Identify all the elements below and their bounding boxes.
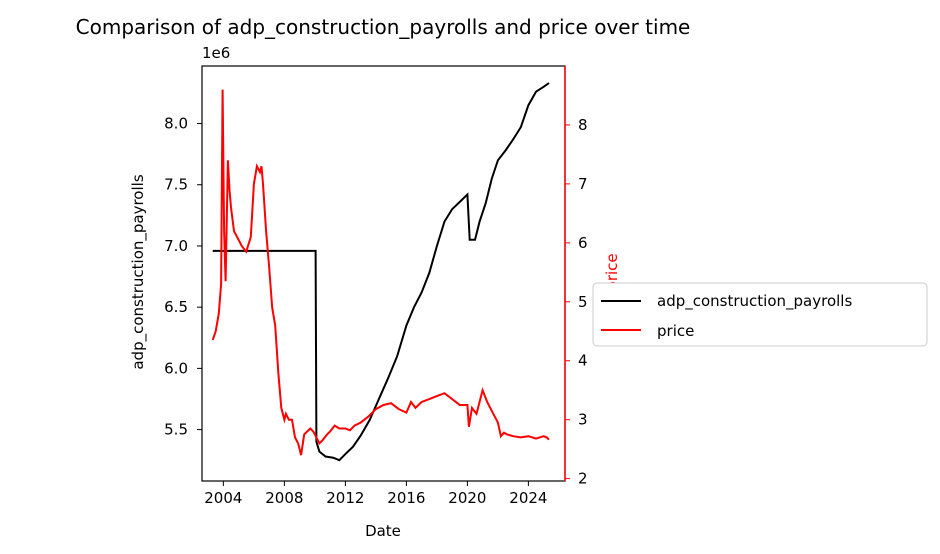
right-y-axis-label: price	[603, 253, 621, 290]
legend-label-adp-construction-payrolls: adp_construction_payrolls	[657, 292, 852, 311]
left-y-tick-label: 7.5	[164, 176, 188, 194]
right-y-tick-label: 5	[578, 293, 588, 311]
x-axis-ticks: 2004 2008 2012 2016 2020 2024	[204, 481, 547, 507]
right-y-tick-label: 4	[578, 352, 588, 370]
x-tick-label: 2012	[326, 489, 364, 507]
left-y-tick-label: 8.0	[164, 115, 188, 133]
left-y-tick-label: 6.0	[164, 359, 188, 377]
chart-title: Comparison of adp_construction_payrolls …	[76, 15, 691, 39]
right-y-axis-ticks: 2 3 4 5 6 7 8	[565, 116, 588, 488]
left-axis-offset-label: 1e6	[202, 44, 230, 62]
left-y-tick-label: 6.5	[164, 298, 188, 316]
left-y-tick-label: 7.0	[164, 237, 188, 255]
left-y-axis-ticks: 5.5 6.0 6.5 7.0 7.5 8.0	[164, 115, 202, 439]
series-line-price	[211, 89, 550, 456]
series-line-adp-construction-payrolls	[212, 82, 550, 462]
right-y-tick-label: 3	[578, 411, 588, 429]
x-tick-label: 2020	[448, 489, 486, 507]
x-tick-label: 2004	[204, 489, 242, 507]
legend-label-price: price	[657, 322, 694, 340]
x-tick-label: 2016	[387, 489, 425, 507]
left-y-axis-label: adp_construction_payrolls	[129, 174, 148, 369]
x-axis-label: Date	[365, 522, 401, 540]
plot-frame	[201, 65, 566, 482]
legend: adp_construction_payrolls price	[592, 282, 928, 347]
legend-box	[592, 282, 928, 347]
right-y-tick-label: 2	[578, 470, 588, 488]
x-tick-label: 2008	[265, 489, 303, 507]
plot-area	[211, 82, 550, 462]
right-y-tick-label: 8	[578, 116, 588, 134]
right-y-tick-label: 7	[578, 175, 588, 193]
x-tick-label: 2024	[509, 489, 547, 507]
left-y-tick-label: 5.5	[164, 421, 188, 439]
right-y-tick-label: 6	[578, 234, 588, 252]
